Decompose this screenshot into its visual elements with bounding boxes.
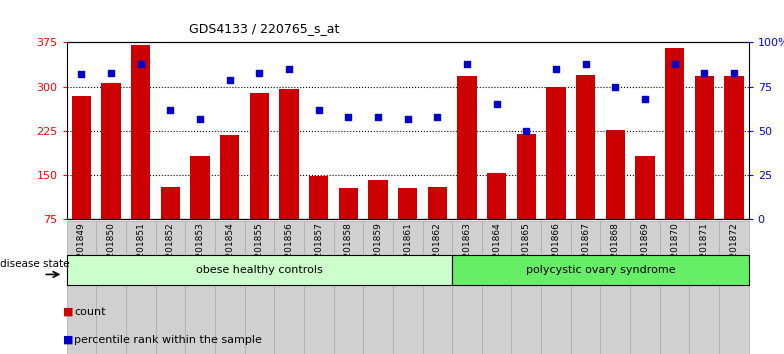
Bar <box>452 255 749 285</box>
Bar <box>695 76 714 219</box>
Bar <box>185 221 215 354</box>
Bar <box>546 87 565 219</box>
Bar <box>630 221 660 354</box>
Text: GDS4133 / 220765_s_at: GDS4133 / 220765_s_at <box>190 22 339 35</box>
Bar <box>67 221 96 354</box>
Bar <box>72 96 91 219</box>
Bar <box>274 221 304 354</box>
Point <box>520 128 532 134</box>
Bar <box>423 221 452 354</box>
Bar <box>482 221 511 354</box>
Point <box>342 114 354 120</box>
Bar <box>339 188 358 219</box>
Point <box>698 70 710 75</box>
Bar <box>309 176 328 219</box>
Point <box>461 61 474 67</box>
Point <box>135 61 147 67</box>
Bar <box>398 188 417 219</box>
Point <box>639 96 652 102</box>
Point <box>194 116 206 121</box>
Point <box>609 84 622 90</box>
Bar <box>428 187 447 219</box>
Point <box>401 116 414 121</box>
Bar <box>601 221 630 354</box>
Bar <box>724 76 743 219</box>
Point <box>372 114 384 120</box>
Text: ■: ■ <box>63 307 73 316</box>
Bar <box>541 221 571 354</box>
Bar <box>576 75 595 219</box>
Point <box>431 114 444 120</box>
Bar <box>215 221 245 354</box>
Bar <box>605 130 625 219</box>
Text: disease state: disease state <box>0 259 70 269</box>
Bar <box>191 156 210 219</box>
Bar <box>161 187 180 219</box>
Bar <box>457 76 477 219</box>
Bar <box>511 221 541 354</box>
Bar <box>304 221 333 354</box>
Bar <box>571 221 601 354</box>
Text: ■: ■ <box>63 335 73 345</box>
Bar <box>279 88 299 219</box>
Bar <box>250 93 269 219</box>
Bar <box>517 134 536 219</box>
Text: percentile rank within the sample: percentile rank within the sample <box>74 335 263 345</box>
Point <box>490 102 503 107</box>
Point <box>164 107 176 113</box>
Bar <box>452 221 482 354</box>
Bar <box>245 221 274 354</box>
Point <box>223 77 236 82</box>
Point <box>75 72 88 77</box>
Bar <box>131 45 151 219</box>
Bar <box>67 255 452 285</box>
Bar <box>101 82 121 219</box>
Point <box>105 70 118 75</box>
Bar <box>96 221 126 354</box>
Text: obese healthy controls: obese healthy controls <box>196 265 323 275</box>
Bar <box>660 221 689 354</box>
Bar <box>689 221 719 354</box>
Bar <box>333 221 363 354</box>
Point <box>579 61 592 67</box>
Point <box>728 70 740 75</box>
Bar <box>126 221 155 354</box>
Bar <box>155 221 185 354</box>
Bar <box>487 173 506 219</box>
Text: count: count <box>74 307 106 316</box>
Text: polycystic ovary syndrome: polycystic ovary syndrome <box>525 265 675 275</box>
Bar <box>363 221 393 354</box>
Bar <box>393 221 423 354</box>
Point <box>313 107 325 113</box>
Bar <box>665 48 684 219</box>
Point <box>283 66 296 72</box>
Point <box>668 61 681 67</box>
Point <box>550 66 562 72</box>
Bar <box>220 135 239 219</box>
Bar <box>719 221 749 354</box>
Bar <box>368 180 387 219</box>
Point <box>253 70 266 75</box>
Bar <box>635 156 655 219</box>
